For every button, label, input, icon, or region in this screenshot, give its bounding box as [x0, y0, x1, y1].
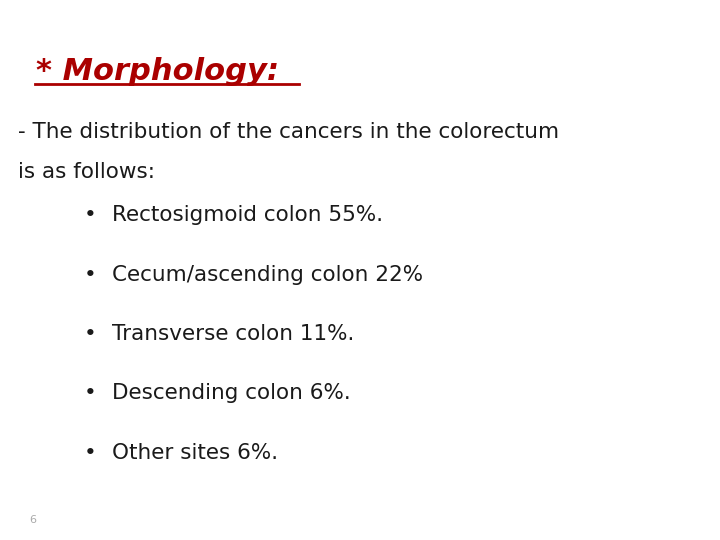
Text: Rectosigmoid colon 55%.: Rectosigmoid colon 55%.	[112, 205, 383, 225]
Text: •: •	[84, 205, 96, 225]
Text: •: •	[84, 324, 96, 344]
Text: Cecum/ascending colon 22%: Cecum/ascending colon 22%	[112, 265, 423, 285]
Text: * Morphology:: * Morphology:	[36, 57, 279, 86]
Text: Descending colon 6%.: Descending colon 6%.	[112, 383, 351, 403]
Text: is as follows:: is as follows:	[18, 162, 155, 182]
Text: •: •	[84, 383, 96, 403]
Text: 6: 6	[29, 515, 36, 525]
Text: - The distribution of the cancers in the colorectum: - The distribution of the cancers in the…	[18, 122, 559, 141]
Text: Transverse colon 11%.: Transverse colon 11%.	[112, 324, 354, 344]
Text: Other sites 6%.: Other sites 6%.	[112, 443, 278, 463]
Text: •: •	[84, 265, 96, 285]
Text: •: •	[84, 443, 96, 463]
